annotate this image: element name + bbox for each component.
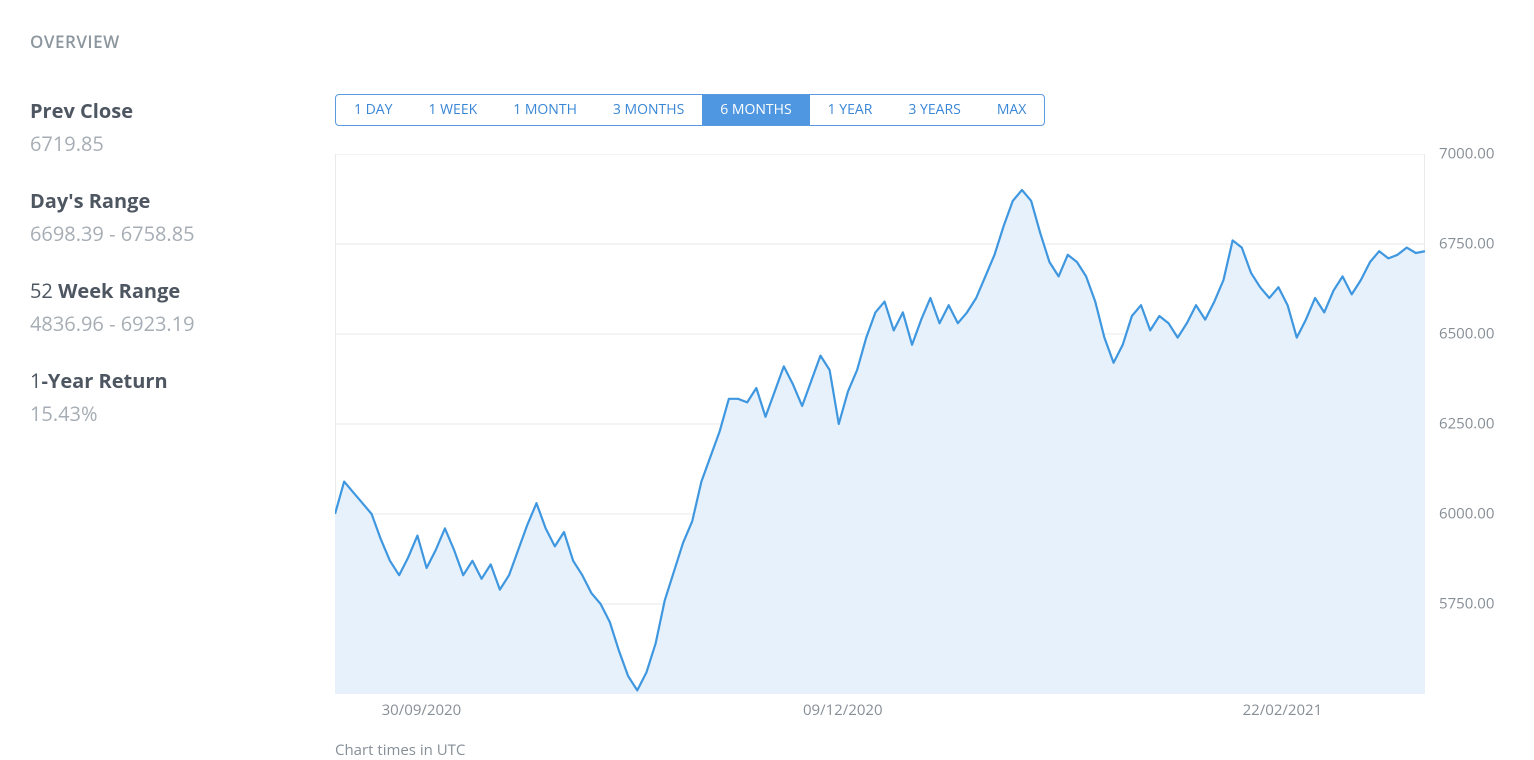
stat-value: 15.43% xyxy=(30,400,310,427)
overview-sidebar: OVERVIEW Prev Close 6719.85 Day's Range 669… xyxy=(30,30,310,457)
y-axis-tick: 7000.00 xyxy=(1439,147,1494,162)
stat-label: Prev Close xyxy=(30,97,310,124)
stat-label: 1-Year Return xyxy=(30,367,310,394)
chart-plot: 5750.006000.006250.006500.006750.007000.… xyxy=(335,154,1425,694)
chart-footer-note: Chart times in UTC xyxy=(335,740,1505,760)
x-axis-labels: 30/09/2020 09/12/2020 22/02/2021 xyxy=(335,694,1425,718)
stat-value: 4836.96 - 6923.19 xyxy=(30,310,310,337)
stat-block: Day's Range 6698.39 - 6758.85 xyxy=(30,187,310,247)
stat-label: 52 Week Range xyxy=(30,277,310,304)
stat-label: Day's Range xyxy=(30,187,310,214)
y-axis-labels: 5750.006000.006250.006500.006750.007000.… xyxy=(1439,154,1519,694)
stat-block: 1-Year Return 15.43% xyxy=(30,367,310,427)
y-axis-tick: 6000.00 xyxy=(1439,507,1494,522)
range-tab-1-week[interactable]: 1 WEEK xyxy=(410,95,495,125)
range-tab-max[interactable]: MAX xyxy=(979,95,1045,125)
chart-svg xyxy=(335,154,1425,694)
y-axis-tick: 6500.00 xyxy=(1439,327,1494,342)
x-axis-tick: 30/09/2020 xyxy=(382,700,462,720)
overview-title: OVERVIEW xyxy=(30,30,310,53)
stat-block: Prev Close 6719.85 xyxy=(30,97,310,157)
range-tab-6-months[interactable]: 6 MONTHS xyxy=(702,95,809,125)
y-axis-tick: 6250.00 xyxy=(1439,417,1494,432)
range-tabs: 1 DAY1 WEEK1 MONTH3 MONTHS6 MONTHS1 YEAR… xyxy=(335,94,1045,126)
x-axis-tick: 22/02/2021 xyxy=(1243,700,1323,720)
y-axis-tick: 6750.00 xyxy=(1439,237,1494,252)
range-tab-1-day[interactable]: 1 DAY xyxy=(336,95,410,125)
range-tab-3-years[interactable]: 3 YEARS xyxy=(890,95,978,125)
range-tab-3-months[interactable]: 3 MONTHS xyxy=(595,95,702,125)
chart-area: 1 DAY1 WEEK1 MONTH3 MONTHS6 MONTHS1 YEAR… xyxy=(335,94,1505,760)
stat-value: 6719.85 xyxy=(30,130,310,157)
stat-value: 6698.39 - 6758.85 xyxy=(30,220,310,247)
y-axis-tick: 5750.00 xyxy=(1439,597,1494,612)
range-tab-1-year[interactable]: 1 YEAR xyxy=(810,95,891,125)
x-axis-tick: 09/12/2020 xyxy=(803,700,883,720)
range-tab-1-month[interactable]: 1 MONTH xyxy=(495,95,595,125)
stat-block: 52 Week Range 4836.96 - 6923.19 xyxy=(30,277,310,337)
